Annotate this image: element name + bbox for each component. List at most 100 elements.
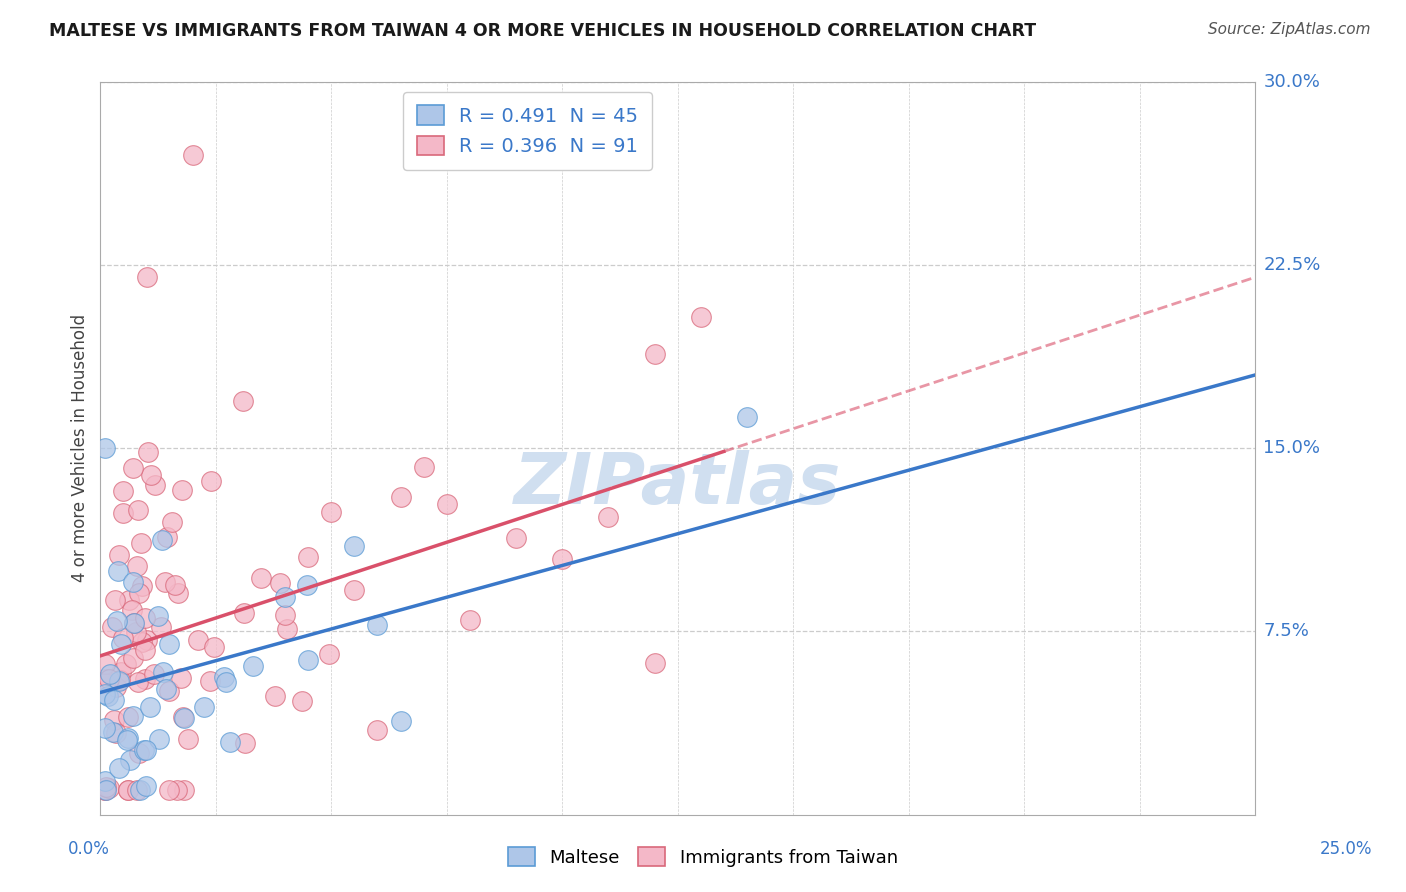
Point xyxy=(156,530,179,544)
Point xyxy=(163,578,186,592)
Point xyxy=(152,665,174,679)
Point xyxy=(412,459,434,474)
Point xyxy=(127,503,149,517)
Point xyxy=(118,592,141,607)
Point xyxy=(135,779,157,793)
Point xyxy=(121,574,143,589)
Point xyxy=(94,722,117,736)
Point xyxy=(193,699,215,714)
Point xyxy=(115,657,138,671)
Point xyxy=(97,673,120,687)
Text: 0.0%: 0.0% xyxy=(67,840,110,858)
Legend: R = 0.491  N = 45, R = 0.396  N = 91: R = 0.491 N = 45, R = 0.396 N = 91 xyxy=(404,92,652,169)
Point xyxy=(94,687,117,701)
Point xyxy=(121,603,143,617)
Text: Source: ZipAtlas.com: Source: ZipAtlas.com xyxy=(1208,22,1371,37)
Point xyxy=(94,657,117,671)
Point xyxy=(153,575,176,590)
Point xyxy=(263,689,285,703)
Point xyxy=(97,689,120,703)
Point xyxy=(389,714,412,728)
Point xyxy=(122,615,145,630)
Point xyxy=(177,731,200,746)
Point xyxy=(297,549,319,564)
Point xyxy=(125,625,148,640)
Y-axis label: 4 or more Vehicles in Household: 4 or more Vehicles in Household xyxy=(72,314,89,582)
Text: ZIPatlas: ZIPatlas xyxy=(515,450,841,519)
Point xyxy=(108,548,131,562)
Point xyxy=(436,497,458,511)
Point xyxy=(110,665,132,679)
Point xyxy=(135,270,157,285)
Point xyxy=(160,515,183,529)
Point xyxy=(149,619,172,633)
Point xyxy=(127,675,149,690)
Point xyxy=(644,347,666,361)
Text: 22.5%: 22.5% xyxy=(1264,256,1320,274)
Point xyxy=(551,552,574,566)
Point xyxy=(125,558,148,573)
Point xyxy=(644,656,666,670)
Point xyxy=(127,783,149,797)
Point xyxy=(343,583,366,598)
Point xyxy=(120,753,142,767)
Point xyxy=(276,622,298,636)
Point xyxy=(166,585,188,599)
Point xyxy=(343,539,366,553)
Point xyxy=(148,609,170,624)
Point xyxy=(233,606,256,620)
Point xyxy=(108,673,131,688)
Point xyxy=(218,735,240,749)
Point xyxy=(155,681,177,696)
Point xyxy=(198,674,221,689)
Point xyxy=(689,310,711,324)
Point xyxy=(212,670,235,684)
Point xyxy=(117,783,139,797)
Point xyxy=(117,783,139,797)
Point xyxy=(181,148,204,162)
Point xyxy=(94,774,117,789)
Point xyxy=(157,783,180,797)
Point xyxy=(108,761,131,775)
Point xyxy=(134,643,156,657)
Point xyxy=(122,615,145,630)
Point xyxy=(111,632,134,646)
Point xyxy=(295,577,318,591)
Point xyxy=(108,673,131,687)
Point xyxy=(129,783,152,797)
Point xyxy=(107,564,129,578)
Point xyxy=(166,783,188,797)
Point xyxy=(115,733,138,747)
Point xyxy=(269,575,291,590)
Point xyxy=(94,672,117,686)
Point xyxy=(117,731,139,745)
Point xyxy=(274,591,297,605)
Point xyxy=(157,684,180,698)
Point xyxy=(103,713,125,727)
Point xyxy=(103,692,125,706)
Point xyxy=(173,783,195,797)
Point xyxy=(173,711,195,725)
Point xyxy=(173,710,195,724)
Point xyxy=(94,442,117,456)
Text: MALTESE VS IMMIGRANTS FROM TAIWAN 4 OR MORE VEHICLES IN HOUSEHOLD CORRELATION CH: MALTESE VS IMMIGRANTS FROM TAIWAN 4 OR M… xyxy=(49,22,1036,40)
Point xyxy=(117,709,139,723)
Point xyxy=(121,650,143,665)
Point xyxy=(94,676,117,690)
Point xyxy=(200,474,222,488)
Point xyxy=(233,736,256,750)
Point xyxy=(129,536,152,550)
Point xyxy=(131,579,153,593)
Point xyxy=(139,699,162,714)
Point xyxy=(145,477,167,491)
Text: 15.0%: 15.0% xyxy=(1264,439,1320,458)
Point xyxy=(187,632,209,647)
Point xyxy=(157,637,180,651)
Point xyxy=(98,666,121,681)
Point xyxy=(136,445,159,459)
Point xyxy=(94,783,117,797)
Text: 7.5%: 7.5% xyxy=(1264,623,1309,640)
Point xyxy=(141,468,163,483)
Point xyxy=(105,726,128,740)
Point xyxy=(121,709,143,723)
